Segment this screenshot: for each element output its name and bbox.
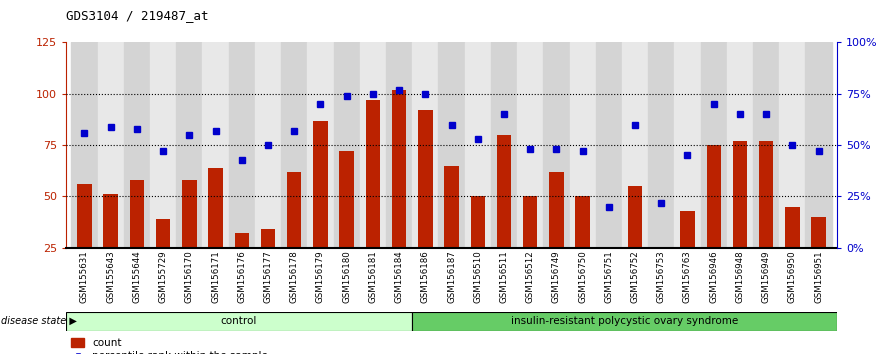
- Bar: [700, 42, 727, 248]
- Bar: [439, 42, 464, 248]
- Bar: [78, 184, 92, 299]
- Bar: [805, 42, 832, 248]
- Bar: [287, 172, 301, 299]
- Bar: [130, 180, 144, 299]
- Bar: [208, 168, 223, 299]
- Bar: [811, 217, 825, 299]
- Bar: [444, 166, 459, 299]
- Bar: [785, 207, 800, 299]
- Bar: [123, 42, 150, 248]
- Bar: [307, 42, 334, 248]
- Bar: [411, 312, 837, 331]
- Bar: [98, 42, 123, 248]
- Bar: [569, 42, 596, 248]
- Bar: [727, 42, 753, 248]
- Bar: [334, 42, 359, 248]
- Bar: [523, 196, 537, 299]
- Bar: [182, 180, 196, 299]
- Bar: [392, 90, 406, 299]
- Bar: [156, 219, 170, 299]
- Bar: [648, 42, 674, 248]
- Bar: [203, 42, 229, 248]
- Bar: [176, 42, 203, 248]
- Bar: [596, 42, 622, 248]
- Bar: [780, 42, 805, 248]
- Bar: [622, 42, 648, 248]
- Bar: [464, 42, 491, 248]
- Bar: [654, 248, 669, 299]
- Text: control: control: [220, 316, 257, 326]
- Bar: [517, 42, 544, 248]
- Bar: [71, 42, 98, 248]
- Bar: [359, 42, 386, 248]
- Text: disease state ▶: disease state ▶: [1, 316, 77, 326]
- Bar: [628, 186, 642, 299]
- Text: insulin-resistant polycystic ovary syndrome: insulin-resistant polycystic ovary syndr…: [511, 316, 738, 326]
- Bar: [753, 42, 780, 248]
- Bar: [491, 42, 517, 248]
- Bar: [497, 135, 511, 299]
- Bar: [674, 42, 700, 248]
- Text: GDS3104 / 219487_at: GDS3104 / 219487_at: [66, 9, 209, 22]
- Bar: [281, 42, 307, 248]
- Bar: [412, 42, 439, 248]
- Bar: [544, 42, 569, 248]
- Bar: [386, 42, 412, 248]
- Bar: [103, 194, 118, 299]
- Bar: [234, 233, 249, 299]
- Bar: [707, 145, 721, 299]
- Bar: [314, 120, 328, 299]
- Bar: [680, 211, 695, 299]
- Bar: [759, 141, 774, 299]
- Legend: count, percentile rank within the sample: count, percentile rank within the sample: [71, 338, 268, 354]
- Bar: [66, 312, 411, 331]
- Bar: [150, 42, 176, 248]
- Bar: [549, 172, 564, 299]
- Bar: [366, 100, 380, 299]
- Bar: [602, 248, 616, 299]
- Bar: [229, 42, 255, 248]
- Bar: [733, 141, 747, 299]
- Bar: [339, 151, 354, 299]
- Bar: [255, 42, 281, 248]
- Bar: [470, 196, 485, 299]
- Bar: [575, 196, 589, 299]
- Bar: [418, 110, 433, 299]
- Bar: [261, 229, 275, 299]
